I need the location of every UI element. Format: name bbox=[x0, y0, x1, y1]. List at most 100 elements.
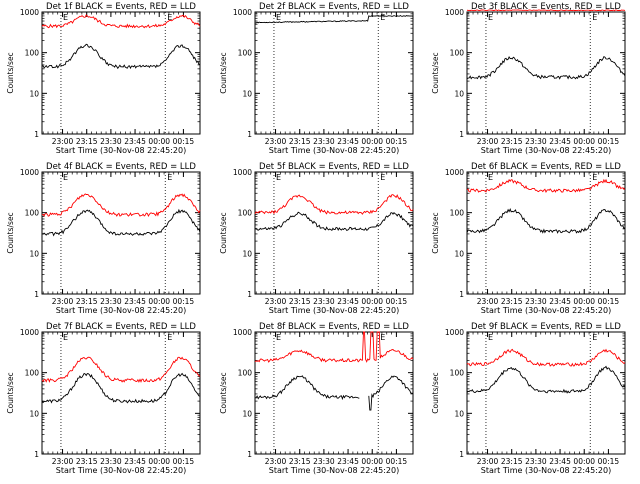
x-tick-label: 00:15 bbox=[598, 457, 620, 466]
panel-title: Det 9f BLACK = Events, RED = LLD bbox=[471, 322, 621, 332]
y-tick-label: 1000 bbox=[445, 168, 464, 177]
x-axis-label: Start Time (30-Nov-08 22:45:20) bbox=[269, 306, 399, 315]
panel-title: Det 3f BLACK = Events, RED = LLD bbox=[471, 2, 621, 12]
x-tick-label: 00:00 bbox=[148, 137, 170, 146]
y-tick-label: 1 bbox=[459, 290, 464, 299]
x-tick-label: 23:00 bbox=[477, 137, 499, 146]
event-marker-label: E bbox=[380, 333, 385, 342]
event-marker-label: E bbox=[380, 173, 385, 182]
plot-frame bbox=[466, 11, 626, 135]
y-tick-label: 100 bbox=[450, 49, 465, 58]
x-axis-label: Start Time (30-Nov-08 22:45:20) bbox=[269, 146, 399, 155]
plot-frame bbox=[41, 11, 201, 135]
y-axis-label: Counts/sec bbox=[219, 372, 228, 413]
y-tick-label: 100 bbox=[238, 209, 253, 218]
panel-title: Det 7f BLACK = Events, RED = LLD bbox=[46, 322, 196, 332]
panel-title: Det 6f BLACK = Events, RED = LLD bbox=[471, 162, 621, 172]
y-axis-label: Counts/sec bbox=[219, 212, 228, 253]
y-axis-label: Counts/sec bbox=[6, 52, 15, 93]
x-tick-label: 23:30 bbox=[313, 297, 335, 306]
x-tick-label: 23:45 bbox=[549, 137, 571, 146]
y-tick-label: 1 bbox=[34, 450, 39, 459]
x-tick-label: 23:30 bbox=[313, 457, 335, 466]
x-tick-label: 00:15 bbox=[173, 297, 195, 306]
panel-3: Det 3f BLACK = Events, RED = LLD 1 10 100 10… bbox=[431, 2, 626, 155]
event-marker-label: E bbox=[592, 333, 597, 342]
panel-title: Det 2f BLACK = Events, RED = LLD bbox=[259, 2, 409, 12]
panel-title: Det 1f BLACK = Events, RED = LLD bbox=[46, 2, 196, 12]
x-tick-label: 23:00 bbox=[477, 457, 499, 466]
x-tick-label: 23:45 bbox=[337, 297, 359, 306]
x-tick-label: 00:15 bbox=[386, 457, 408, 466]
y-tick-label: 1000 bbox=[20, 328, 39, 337]
event-marker-label: E bbox=[380, 13, 385, 22]
x-tick-label: 23:45 bbox=[337, 457, 359, 466]
y-axis-label: Counts/sec bbox=[6, 212, 15, 253]
x-tick-label: 00:15 bbox=[386, 137, 408, 146]
y-tick-label: 1000 bbox=[20, 168, 39, 177]
plot-frame bbox=[254, 171, 414, 295]
event-marker-label: E bbox=[167, 13, 172, 22]
x-tick-label: 23:30 bbox=[525, 457, 547, 466]
y-tick-label: 100 bbox=[25, 49, 40, 58]
x-tick-label: 23:00 bbox=[265, 297, 287, 306]
y-tick-label: 10 bbox=[454, 409, 464, 418]
x-axis-label: Start Time (30-Nov-08 22:45:20) bbox=[56, 466, 186, 475]
x-tick-label: 23:45 bbox=[124, 297, 146, 306]
y-tick-label: 1 bbox=[247, 290, 252, 299]
y-tick-label: 10 bbox=[242, 89, 252, 98]
panel-title: Det 4f BLACK = Events, RED = LLD bbox=[46, 162, 196, 172]
x-tick-label: 00:00 bbox=[573, 457, 595, 466]
x-tick-label: 00:15 bbox=[386, 297, 408, 306]
x-tick-label: 00:15 bbox=[598, 297, 620, 306]
x-tick-label: 23:15 bbox=[76, 457, 98, 466]
panel-4: Det 4f BLACK = Events, RED = LLD 1 10 100 10… bbox=[6, 162, 201, 315]
y-tick-label: 1 bbox=[459, 450, 464, 459]
y-tick-label: 1 bbox=[459, 130, 464, 139]
x-axis-label: Start Time (30-Nov-08 22:45:20) bbox=[481, 306, 611, 315]
y-tick-label: 10 bbox=[29, 409, 39, 418]
x-tick-label: 23:45 bbox=[549, 297, 571, 306]
event-marker-label: E bbox=[488, 333, 493, 342]
panel-2: Det 2f BLACK = Events, RED = LLD 1 10 100 10… bbox=[219, 2, 414, 155]
y-tick-label: 100 bbox=[238, 369, 253, 378]
x-tick-label: 23:30 bbox=[525, 297, 547, 306]
plot-frame bbox=[41, 171, 201, 295]
series-line-red bbox=[466, 9, 626, 12]
plot-frame bbox=[466, 171, 626, 295]
series-line-black bbox=[254, 375, 360, 401]
y-tick-label: 10 bbox=[29, 89, 39, 98]
x-axis-label: Start Time (30-Nov-08 22:45:20) bbox=[481, 466, 611, 475]
x-tick-label: 23:00 bbox=[477, 297, 499, 306]
series-line-red bbox=[254, 331, 414, 363]
x-tick-label: 23:15 bbox=[501, 457, 523, 466]
event-marker-label: E bbox=[276, 13, 281, 22]
x-tick-label: 00:15 bbox=[598, 137, 620, 146]
series-line-red bbox=[41, 14, 201, 29]
panel-8: Det 8f BLACK = Events, RED = LLD 1 10 100 10… bbox=[219, 322, 414, 475]
y-axis-label: Counts/sec bbox=[431, 212, 440, 253]
plot-frame bbox=[466, 331, 626, 455]
y-tick-label: 1000 bbox=[233, 168, 252, 177]
x-tick-label: 00:15 bbox=[173, 457, 195, 466]
series-line-red bbox=[254, 194, 414, 215]
y-tick-label: 1 bbox=[34, 290, 39, 299]
y-axis-label: Counts/sec bbox=[6, 372, 15, 413]
y-tick-label: 1000 bbox=[445, 328, 464, 337]
x-tick-label: 23:15 bbox=[289, 297, 311, 306]
x-tick-label: 00:00 bbox=[361, 297, 383, 306]
x-tick-label: 23:15 bbox=[501, 137, 523, 146]
x-tick-label: 23:15 bbox=[289, 137, 311, 146]
event-marker-label: E bbox=[63, 13, 68, 22]
series-line-red bbox=[466, 178, 626, 193]
panel-7: Det 7f BLACK = Events, RED = LLD 1 10 100 10… bbox=[6, 322, 201, 475]
x-tick-label: 23:30 bbox=[525, 137, 547, 146]
y-tick-label: 1000 bbox=[20, 8, 39, 17]
event-marker-label: E bbox=[592, 13, 597, 22]
x-tick-label: 23:00 bbox=[52, 137, 74, 146]
x-tick-label: 23:45 bbox=[549, 457, 571, 466]
series-line-black bbox=[466, 55, 626, 80]
x-tick-label: 23:15 bbox=[501, 297, 523, 306]
